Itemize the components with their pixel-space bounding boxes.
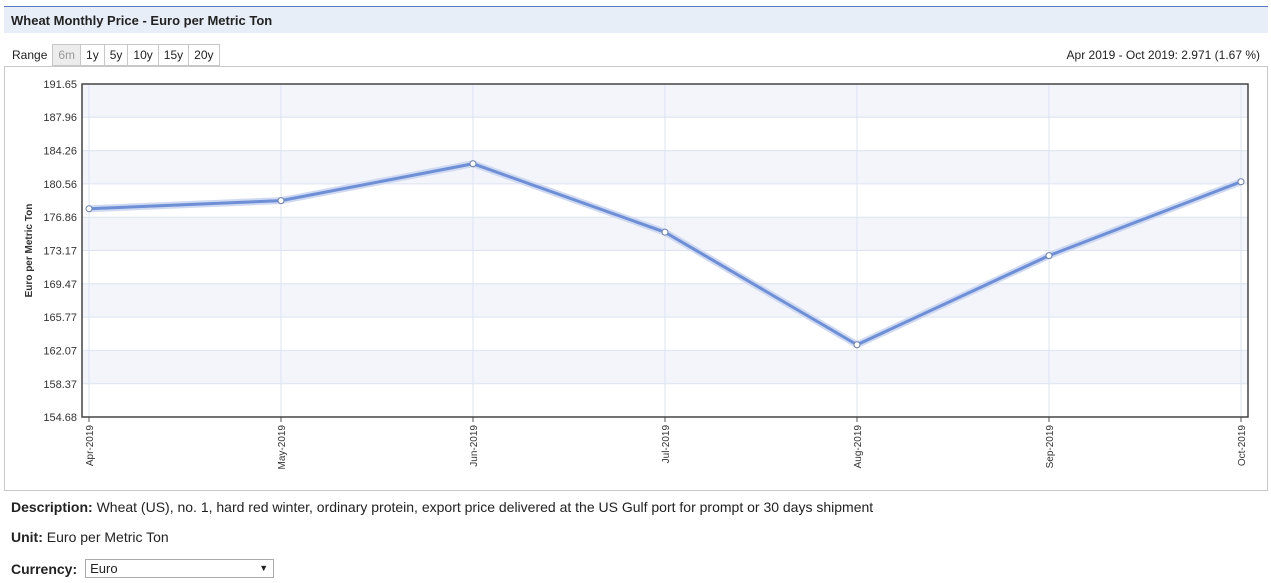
- data-point: [661, 228, 669, 236]
- description-text: Wheat (US), no. 1, hard red winter, ordi…: [96, 499, 874, 515]
- x-tick-label: May-2019: [277, 425, 288, 470]
- data-point: [1045, 252, 1053, 260]
- data-point: [277, 197, 285, 205]
- chart-container: 154.68 158.37 162.07 165.77 169.47 173.17 176.…: [4, 66, 1268, 491]
- range-button-20y[interactable]: 20y: [188, 44, 219, 65]
- data-point: [1237, 178, 1245, 186]
- chevron-down-icon: ▼: [259, 563, 269, 573]
- y-tick-label: 191.65: [43, 79, 77, 91]
- range-label: Range: [12, 47, 48, 62]
- line-chart: 154.68 158.37 162.07 165.77 169.47 173.17 176.…: [24, 79, 1249, 470]
- x-tick-label: Apr-2019: [85, 425, 96, 467]
- unit-label: Unit:: [11, 529, 43, 545]
- y-tick-label: 162.07: [43, 345, 77, 357]
- range-button-10y[interactable]: 10y: [127, 44, 158, 65]
- x-tick-label: Sep-2019: [1045, 425, 1056, 469]
- y-tick-label: 173.17: [43, 245, 77, 257]
- range-button-15y[interactable]: 15y: [157, 44, 189, 65]
- x-tick-label: Jun-2019: [469, 425, 480, 467]
- page-title: Wheat Monthly Price - Euro per Metric To…: [11, 13, 273, 28]
- x-tick-label: Aug-2019: [853, 425, 864, 469]
- data-point: [469, 160, 477, 168]
- currency-label: Currency:: [11, 560, 78, 577]
- range-buttons: 6m 1y 5y 10y 15y 20y: [52, 43, 220, 66]
- range-summary: Apr 2019 - Oct 2019: 2.971 (1.67 %): [1066, 48, 1260, 62]
- y-tick-label: 187.96: [43, 112, 77, 124]
- range-button-1y[interactable]: 1y: [80, 44, 104, 65]
- y-tick-label: 169.47: [43, 279, 77, 291]
- x-tick-label: Oct-2019: [1237, 425, 1248, 467]
- data-point: [85, 205, 93, 213]
- range-button-6m[interactable]: 6m: [53, 44, 81, 65]
- description: Description: Wheat (US), no. 1, hard red…: [11, 499, 873, 515]
- x-tick-label: Jul-2019: [661, 425, 672, 464]
- unit: Unit: Euro per Metric Ton: [11, 529, 169, 545]
- range-button-5y[interactable]: 5y: [103, 44, 128, 65]
- y-tick-label: 158.37: [43, 379, 77, 391]
- description-label: Description:: [11, 499, 93, 515]
- unit-text: Euro per Metric Ton: [46, 529, 169, 545]
- y-tick-label: 184.26: [43, 146, 77, 158]
- data-point: [853, 341, 861, 349]
- currency-selected-value: Euro: [90, 561, 118, 576]
- y-axis-label: Euro per Metric Ton: [24, 204, 35, 298]
- currency: Currency: Euro ▼: [11, 559, 275, 578]
- y-tick-label: 154.68: [43, 412, 77, 424]
- chart-title-bar: Wheat Monthly Price - Euro per Metric To…: [4, 6, 1268, 33]
- y-tick-label: 176.86: [43, 212, 77, 224]
- y-tick-label: 165.77: [43, 312, 77, 324]
- range-selector: Range 6m 1y 5y 10y 15y 20y: [12, 43, 220, 66]
- plot-border: [81, 83, 1249, 418]
- y-tick-label: 180.56: [43, 179, 77, 191]
- currency-select[interactable]: Euro ▼: [85, 559, 275, 578]
